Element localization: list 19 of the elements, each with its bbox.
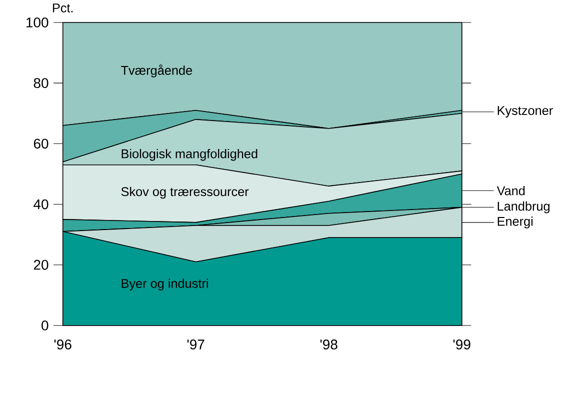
y-axis-title: Pct. bbox=[52, 4, 73, 12]
series-label: Tværgående bbox=[121, 64, 192, 78]
legend-label: Vand bbox=[496, 186, 525, 196]
x-tick-label: '97 bbox=[187, 340, 204, 350]
y-tick-label: 40 bbox=[34, 199, 48, 210]
legend-label: Energi bbox=[498, 216, 533, 228]
x-tick-label: '98 bbox=[320, 340, 338, 350]
y-tick-label: 60 bbox=[34, 138, 48, 149]
legend-label: Landbrug bbox=[498, 201, 550, 214]
y-tick-label: 0 bbox=[42, 320, 48, 330]
x-tick-label: '96 bbox=[54, 340, 72, 350]
y-tick-label: 100 bbox=[26, 18, 48, 28]
series-label: Byer og industri bbox=[122, 278, 208, 290]
y-tick-label: 80 bbox=[34, 78, 48, 88]
series-label: Skov og træressourcer bbox=[121, 186, 249, 199]
y-tick-label: 20 bbox=[34, 260, 48, 270]
series-label: Biologisk mangfoldighed bbox=[122, 148, 258, 161]
x-tick-label: '99 bbox=[453, 340, 470, 350]
legend-label: Kystzoner bbox=[498, 106, 553, 118]
